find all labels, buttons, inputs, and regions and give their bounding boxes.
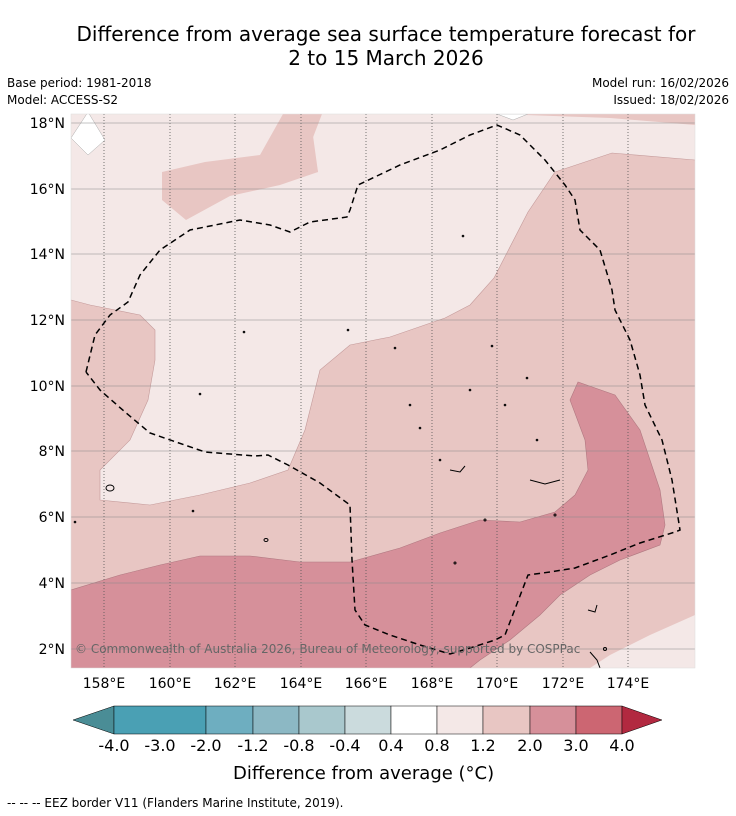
longitude-labels: 158°E 160°E 162°E 164°E 166°E 168°E 170°E 172°E… [83, 676, 650, 692]
lon-label: 162°E [214, 676, 257, 692]
lat-label: 10°N [30, 379, 65, 395]
colorbar-tick-label: -1.2 [237, 736, 269, 755]
colorbar-segment [436, 705, 484, 735]
anomaly-region-0.4-0.8-west [71, 114, 695, 505]
base-period: Base period: 1981-2018 [7, 76, 152, 90]
colorbar-segment [575, 705, 623, 735]
anomaly-region-1.2-2.0-south [71, 382, 665, 668]
contour-boundary-2 [71, 381, 666, 668]
colorbar-segment [344, 705, 392, 735]
meta-left: Base period: 1981-2018 Model: ACCESS-S2 [7, 75, 152, 109]
lat-label: 8°N [39, 444, 65, 460]
colorbar-tick-label: 0.4 [378, 736, 404, 755]
lat-label: 6°N [39, 510, 65, 526]
title-line-2: 2 to 15 March 2026 [288, 46, 484, 70]
lat-label: 2°N [39, 642, 65, 658]
colorbar-tick-label: -3.0 [144, 736, 176, 755]
eez-border [85, 124, 681, 655]
colorbar-tick-label: -2.0 [190, 736, 222, 755]
lon-label: 160°E [149, 676, 192, 692]
colorbar-tick-label: 3.0 [563, 736, 589, 755]
colorbar-tick-label: -4.0 [98, 736, 130, 755]
colorbar-segment [205, 705, 254, 735]
lon-label: 164°E [280, 676, 323, 692]
meta-right: Model run: 16/02/2026 Issued: 18/02/2026 [592, 75, 729, 109]
lat-label: 12°N [30, 313, 65, 329]
chart-title: Difference from average sea surface temp… [0, 22, 736, 70]
map-plot [70, 113, 696, 669]
lon-label: 172°E [542, 676, 585, 692]
lon-label: 174°E [607, 676, 650, 692]
colorbar [72, 705, 663, 735]
colorbar-tick-label: -0.4 [329, 736, 361, 755]
colorbar-segment [298, 705, 346, 735]
eez-footnote: -- -- -- EEZ border V11 (Flanders Marine… [7, 796, 344, 810]
colorbar-segment [529, 705, 577, 735]
map-frame [70, 113, 696, 669]
contour-boundary [71, 152, 695, 506]
title-line-1: Difference from average sea surface temp… [76, 22, 696, 46]
colorbar-segment [113, 705, 207, 735]
latitude-labels: 2°N 4°N 6°N 8°N 10°N 12°N 14°N 16°N 18°N [30, 116, 65, 658]
colorbar-tick-labels: -4.0 -3.0 -2.0 -1.2 -0.8 -0.4 0.4 0.8 1.2 2.0 3.0 4… [0, 736, 736, 758]
colorbar-tick-label: 0.8 [424, 736, 450, 755]
colorbar-tick-label: 1.2 [470, 736, 496, 755]
lon-label: 170°E [476, 676, 519, 692]
copyright-text: © Commonwealth of Australia 2026, Bureau… [75, 642, 580, 656]
colorbar-extend-low [72, 705, 115, 735]
anomaly-region-0.8-1.2-north [162, 114, 322, 220]
colorbar-tick-label: -0.8 [283, 736, 315, 755]
lat-label: 14°N [30, 247, 65, 263]
lon-label: 166°E [345, 676, 388, 692]
graticule [103, 114, 629, 668]
colorbar-segment [390, 705, 438, 735]
lat-label: 4°N [39, 576, 65, 592]
colorbar-tick-label: 2.0 [517, 736, 543, 755]
islands [73, 234, 607, 668]
anomaly-region-0.4-0.8-southeast [590, 615, 695, 668]
colorbar-tick-label: 4.0 [609, 736, 635, 755]
graticule-lat [71, 122, 695, 650]
colorbar-title: Difference from average (°C) [233, 763, 495, 784]
colorbar-segment [252, 705, 300, 735]
issued-date: Issued: 18/02/2026 [613, 93, 729, 107]
white-island [71, 114, 106, 156]
colorbar-segment [482, 705, 531, 735]
lon-label: 158°E [83, 676, 126, 692]
lat-label: 18°N [30, 116, 65, 132]
model-name: Model: ACCESS-S2 [7, 93, 119, 107]
lon-label: 168°E [411, 676, 454, 692]
model-run: Model run: 16/02/2026 [591, 76, 729, 90]
white-top-patch [496, 114, 529, 121]
colorbar-extend-high [621, 705, 663, 735]
lat-label: 16°N [30, 182, 65, 198]
